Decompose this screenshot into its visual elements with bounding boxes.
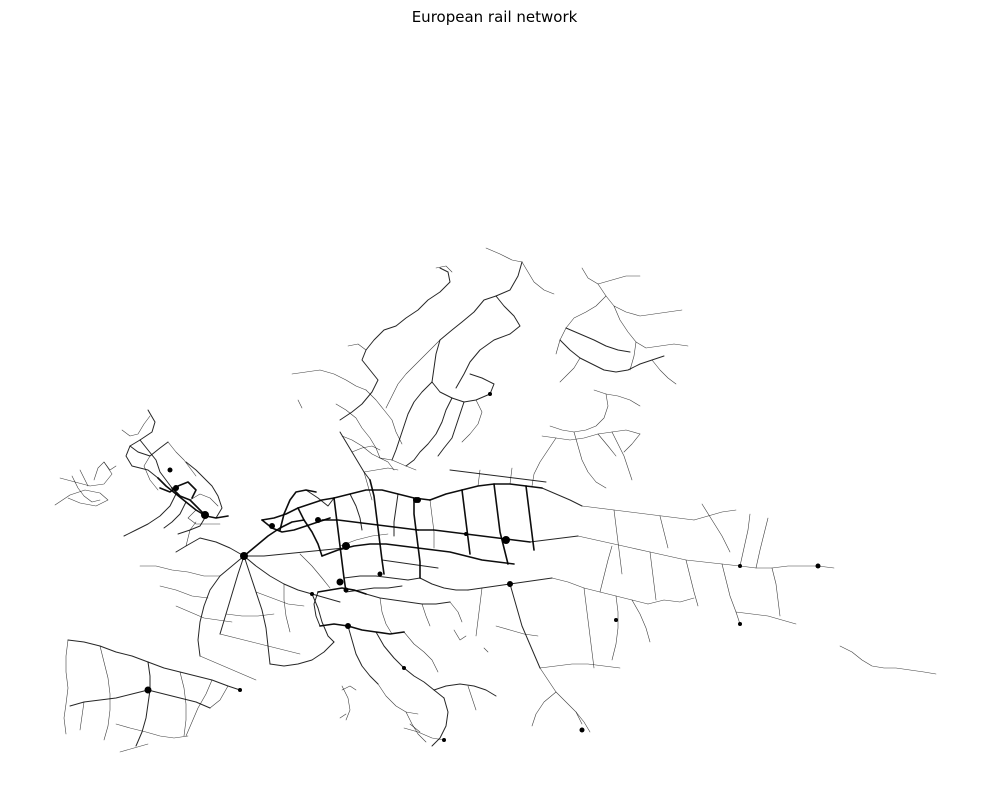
region-benelux [261, 489, 335, 557]
region-france [139, 519, 345, 681]
region-ireland [54, 461, 117, 507]
region-alpine [313, 577, 469, 635]
region-islands [339, 265, 489, 733]
region-germany [321, 471, 439, 593]
region-denmark [339, 431, 399, 481]
region-southeast [467, 545, 695, 733]
region-central-east [415, 467, 583, 565]
region-sweden [341, 247, 555, 471]
region-iberia [63, 639, 242, 753]
figure-title: European rail network [411, 8, 578, 26]
region-baltics [531, 389, 641, 489]
region-italy [319, 623, 497, 747]
region-finland [555, 267, 689, 385]
region-great-britain [121, 409, 229, 537]
region-norway [291, 267, 451, 459]
region-east [577, 503, 937, 675]
